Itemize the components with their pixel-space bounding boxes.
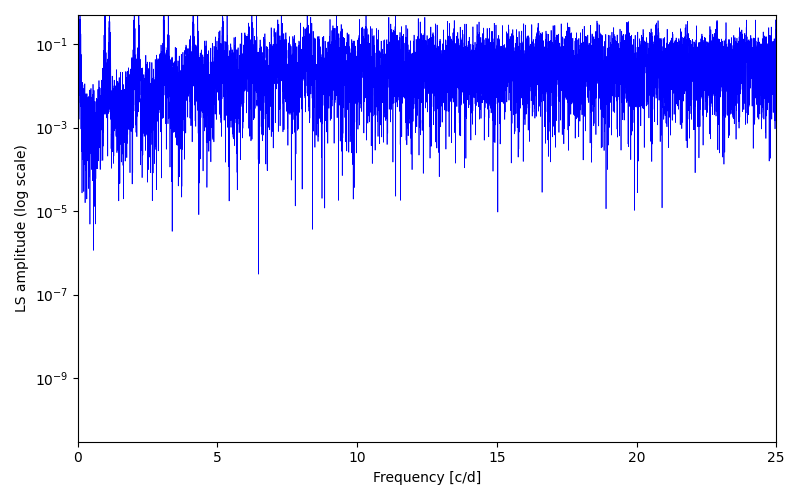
Y-axis label: LS amplitude (log scale): LS amplitude (log scale) bbox=[15, 144, 29, 312]
X-axis label: Frequency [c/d]: Frequency [c/d] bbox=[373, 471, 481, 485]
